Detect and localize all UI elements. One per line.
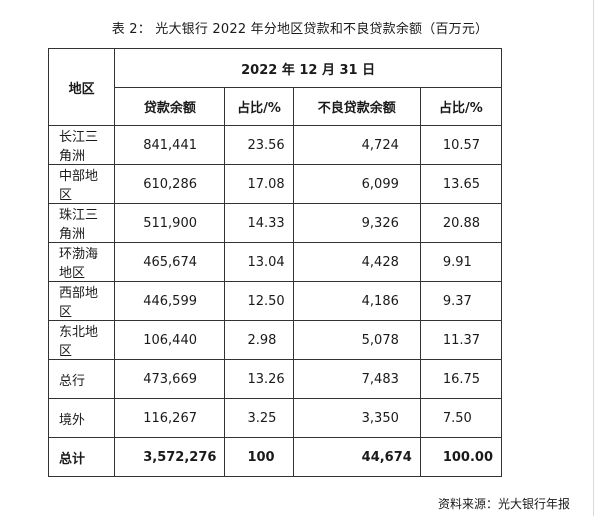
source-note: 资料来源：光大银行年报 xyxy=(438,497,571,511)
loan-share-cell: 2.98 xyxy=(224,320,294,360)
region-cell: 境外 xyxy=(47,398,116,438)
npl-share-cell: 9.37 xyxy=(419,281,503,321)
npl-balance-cell: 5,078 xyxy=(292,320,421,360)
total-loan-balance-cell: 3,572,276 xyxy=(114,437,226,477)
npl-balance-cell: 4,724 xyxy=(292,125,421,165)
loan-share-cell: 3.25 xyxy=(224,398,294,438)
npl-share-cell: 10.57 xyxy=(419,125,503,165)
loan-share-cell: 17.08 xyxy=(224,164,294,204)
page-edge-divider xyxy=(593,0,594,516)
npl-share-cell: 11.37 xyxy=(419,320,503,360)
region-cell: 中部地区 xyxy=(47,164,116,204)
table-row: 长江三角洲 841,441 23.56 4,724 10.57 xyxy=(47,125,503,165)
npl-balance-header: 不良贷款余额 xyxy=(292,87,421,126)
loan-balance-cell: 610,286 xyxy=(114,164,226,204)
table-row: 总行 473,669 13.26 7,483 16.75 xyxy=(47,359,503,399)
npl-share-cell: 7.50 xyxy=(419,398,503,438)
npl-share-cell: 16.75 xyxy=(419,359,503,399)
npl-balance-cell: 4,428 xyxy=(292,242,421,282)
table-row: 中部地区 610,286 17.08 6,099 13.65 xyxy=(47,164,503,204)
loan-balance-cell: 106,440 xyxy=(114,320,226,360)
total-npl-balance-cell: 44,674 xyxy=(292,437,421,477)
table-row: 珠江三角洲 511,900 14.33 9,326 20.88 xyxy=(47,203,503,243)
total-loan-share-cell: 100 xyxy=(224,437,294,477)
npl-balance-cell: 4,186 xyxy=(292,281,421,321)
region-header: 地区 xyxy=(47,48,116,126)
loan-balance-header: 贷款余额 xyxy=(114,87,226,126)
loan-share-cell: 13.26 xyxy=(224,359,294,399)
loan-share-cell: 23.56 xyxy=(224,125,294,165)
npl-share-cell: 20.88 xyxy=(419,203,503,243)
npl-balance-cell: 6,099 xyxy=(292,164,421,204)
region-cell: 总行 xyxy=(47,359,116,399)
loan-balance-cell: 473,669 xyxy=(114,359,226,399)
region-cell: 环渤海地区 xyxy=(47,242,116,282)
loan-balance-cell: 841,441 xyxy=(114,125,226,165)
npl-share-cell: 9.91 xyxy=(419,242,503,282)
npl-share-cell: 13.65 xyxy=(419,164,503,204)
loan-balance-cell: 116,267 xyxy=(114,398,226,438)
region-cell: 长江三角洲 xyxy=(47,125,116,165)
table-row: 西部地区 446,599 12.50 4,186 9.37 xyxy=(47,281,503,321)
table-row: 境外 116,267 3.25 3,350 7.50 xyxy=(47,398,503,438)
region-cell: 东北地区 xyxy=(47,320,116,360)
loan-share-cell: 14.33 xyxy=(224,203,294,243)
loan-balance-cell: 446,599 xyxy=(114,281,226,321)
table-row: 环渤海地区 465,674 13.04 4,428 9.91 xyxy=(47,242,503,282)
total-row: 总计 3,572,276 100 44,674 100.00 xyxy=(47,437,503,477)
npl-balance-cell: 9,326 xyxy=(292,203,421,243)
total-npl-share-cell: 100.00 xyxy=(419,437,503,477)
npl-balance-cell: 3,350 xyxy=(292,398,421,438)
table-caption: 表 2： 光大银行 2022 年分地区贷款和不良贷款余额（百万元） xyxy=(111,22,489,37)
loan-balance-cell: 465,674 xyxy=(114,242,226,282)
total-label-cell: 总计 xyxy=(47,437,116,477)
date-header: 2022 年 12 月 31 日 xyxy=(114,48,502,88)
region-cell: 西部地区 xyxy=(47,281,116,321)
loan-balance-cell: 511,900 xyxy=(114,203,226,243)
loan-share-header: 占比/% xyxy=(224,87,294,126)
loan-share-cell: 13.04 xyxy=(224,242,294,282)
regional-loans-table: 地区 2022 年 12 月 31 日 贷款余额 占比/% 不良贷款余额 占比/… xyxy=(47,48,503,477)
npl-balance-cell: 7,483 xyxy=(292,359,421,399)
region-cell: 珠江三角洲 xyxy=(47,203,116,243)
table-row: 东北地区 106,440 2.98 5,078 11.37 xyxy=(47,320,503,360)
loan-share-cell: 12.50 xyxy=(224,281,294,321)
npl-share-header: 占比/% xyxy=(419,87,503,126)
